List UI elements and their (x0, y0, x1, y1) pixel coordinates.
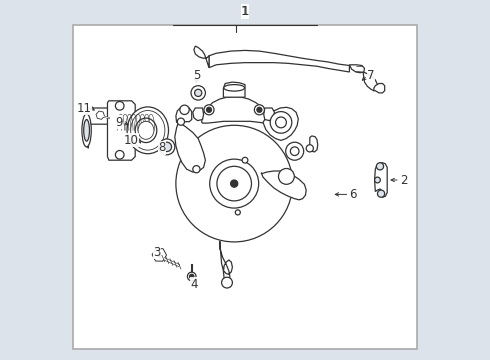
Polygon shape (263, 107, 298, 140)
Polygon shape (194, 46, 209, 68)
Ellipse shape (224, 85, 245, 91)
Circle shape (116, 102, 124, 110)
Text: 6: 6 (349, 188, 357, 201)
Polygon shape (220, 241, 232, 284)
Circle shape (180, 105, 189, 114)
Text: 5: 5 (193, 69, 200, 82)
Circle shape (291, 147, 299, 156)
Circle shape (210, 159, 259, 208)
Polygon shape (223, 82, 245, 97)
Text: 11: 11 (76, 102, 91, 114)
Circle shape (374, 177, 380, 183)
Circle shape (254, 105, 265, 115)
Polygon shape (209, 50, 349, 72)
Circle shape (177, 118, 185, 125)
Ellipse shape (131, 111, 165, 150)
Polygon shape (349, 65, 365, 73)
Text: 7: 7 (368, 69, 375, 82)
Polygon shape (374, 84, 385, 93)
Text: 1: 1 (241, 5, 249, 18)
Circle shape (376, 163, 384, 170)
Circle shape (159, 139, 175, 155)
Circle shape (235, 210, 240, 215)
Polygon shape (175, 122, 205, 172)
Circle shape (286, 142, 304, 160)
Ellipse shape (135, 118, 157, 143)
Text: 1: 1 (241, 5, 249, 18)
Circle shape (231, 180, 238, 187)
Circle shape (116, 150, 124, 159)
Text: 2: 2 (400, 174, 407, 186)
Circle shape (190, 274, 194, 279)
Polygon shape (176, 107, 192, 122)
Circle shape (278, 168, 294, 184)
Circle shape (187, 272, 196, 281)
Circle shape (195, 89, 202, 96)
Circle shape (270, 112, 292, 133)
Polygon shape (107, 101, 135, 160)
Circle shape (377, 190, 385, 197)
Ellipse shape (138, 121, 154, 139)
Circle shape (206, 107, 212, 112)
Polygon shape (264, 108, 274, 121)
Text: 10: 10 (124, 134, 139, 147)
Circle shape (193, 166, 200, 173)
Polygon shape (363, 72, 377, 91)
Polygon shape (193, 108, 204, 121)
Polygon shape (87, 108, 119, 148)
Circle shape (191, 86, 205, 100)
Polygon shape (261, 171, 306, 200)
Polygon shape (202, 96, 267, 123)
Circle shape (221, 277, 232, 288)
Circle shape (204, 105, 214, 115)
Text: 4: 4 (191, 278, 198, 291)
Ellipse shape (82, 114, 91, 147)
Circle shape (257, 107, 262, 112)
Circle shape (162, 142, 171, 152)
Ellipse shape (127, 107, 169, 154)
Circle shape (242, 157, 248, 163)
Ellipse shape (84, 120, 90, 141)
Circle shape (217, 166, 251, 201)
Circle shape (176, 125, 293, 242)
Circle shape (275, 117, 286, 128)
Polygon shape (310, 136, 318, 152)
Text: 9: 9 (115, 116, 122, 129)
Polygon shape (374, 163, 387, 197)
Text: 3: 3 (153, 246, 161, 258)
Circle shape (306, 145, 314, 152)
Text: 8: 8 (158, 141, 166, 154)
